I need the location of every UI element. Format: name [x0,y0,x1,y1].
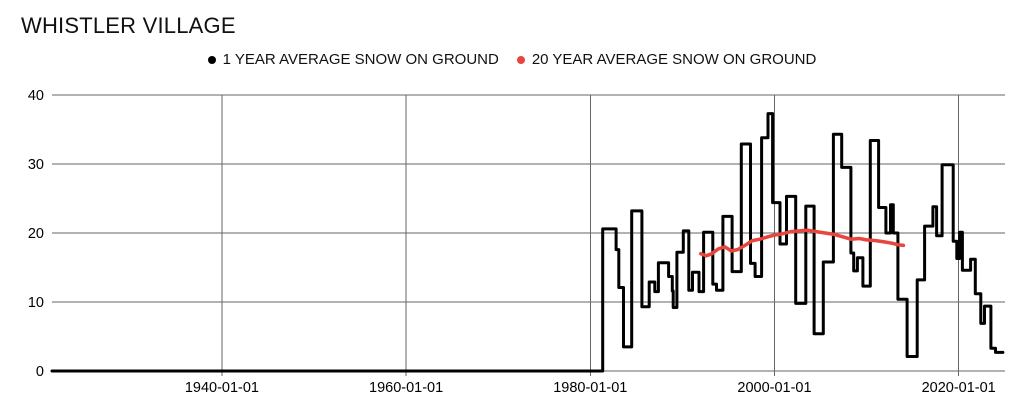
x-tick-label: 2020-01-01 [922,380,996,396]
y-tick-label: 0 [36,364,44,380]
page-title: WHISTLER VILLAGE [21,13,236,38]
legend-label-20yr: 20 YEAR AVERAGE SNOW ON GROUND [531,51,817,68]
legend: 1 YEAR AVERAGE SNOW ON GROUND 20 YEAR AV… [0,51,1024,68]
x-tick-label: 1960-01-01 [369,380,443,396]
legend-item-20yr-average: 20 YEAR AVERAGE SNOW ON GROUND [516,51,817,68]
y-tick-label: 40 [28,88,44,104]
y-tick-label: 20 [28,226,44,242]
legend-item-1yr-average: 1 YEAR AVERAGE SNOW ON GROUND [207,51,499,68]
x-tick-label: 1980-01-01 [553,380,627,396]
legend-label-1yr: 1 YEAR AVERAGE SNOW ON GROUND [222,51,499,68]
x-tick-label: 2000-01-01 [737,380,811,396]
y-tick-label: 10 [28,295,44,311]
legend-dot-20yr-icon [516,55,525,64]
series-1yr-average-line [50,112,1005,373]
y-tick-label: 30 [28,157,44,173]
series-20yr-average-line [699,228,906,258]
legend-dot-1yr-icon [207,55,216,64]
x-tick-label: 1940-01-01 [185,380,259,396]
